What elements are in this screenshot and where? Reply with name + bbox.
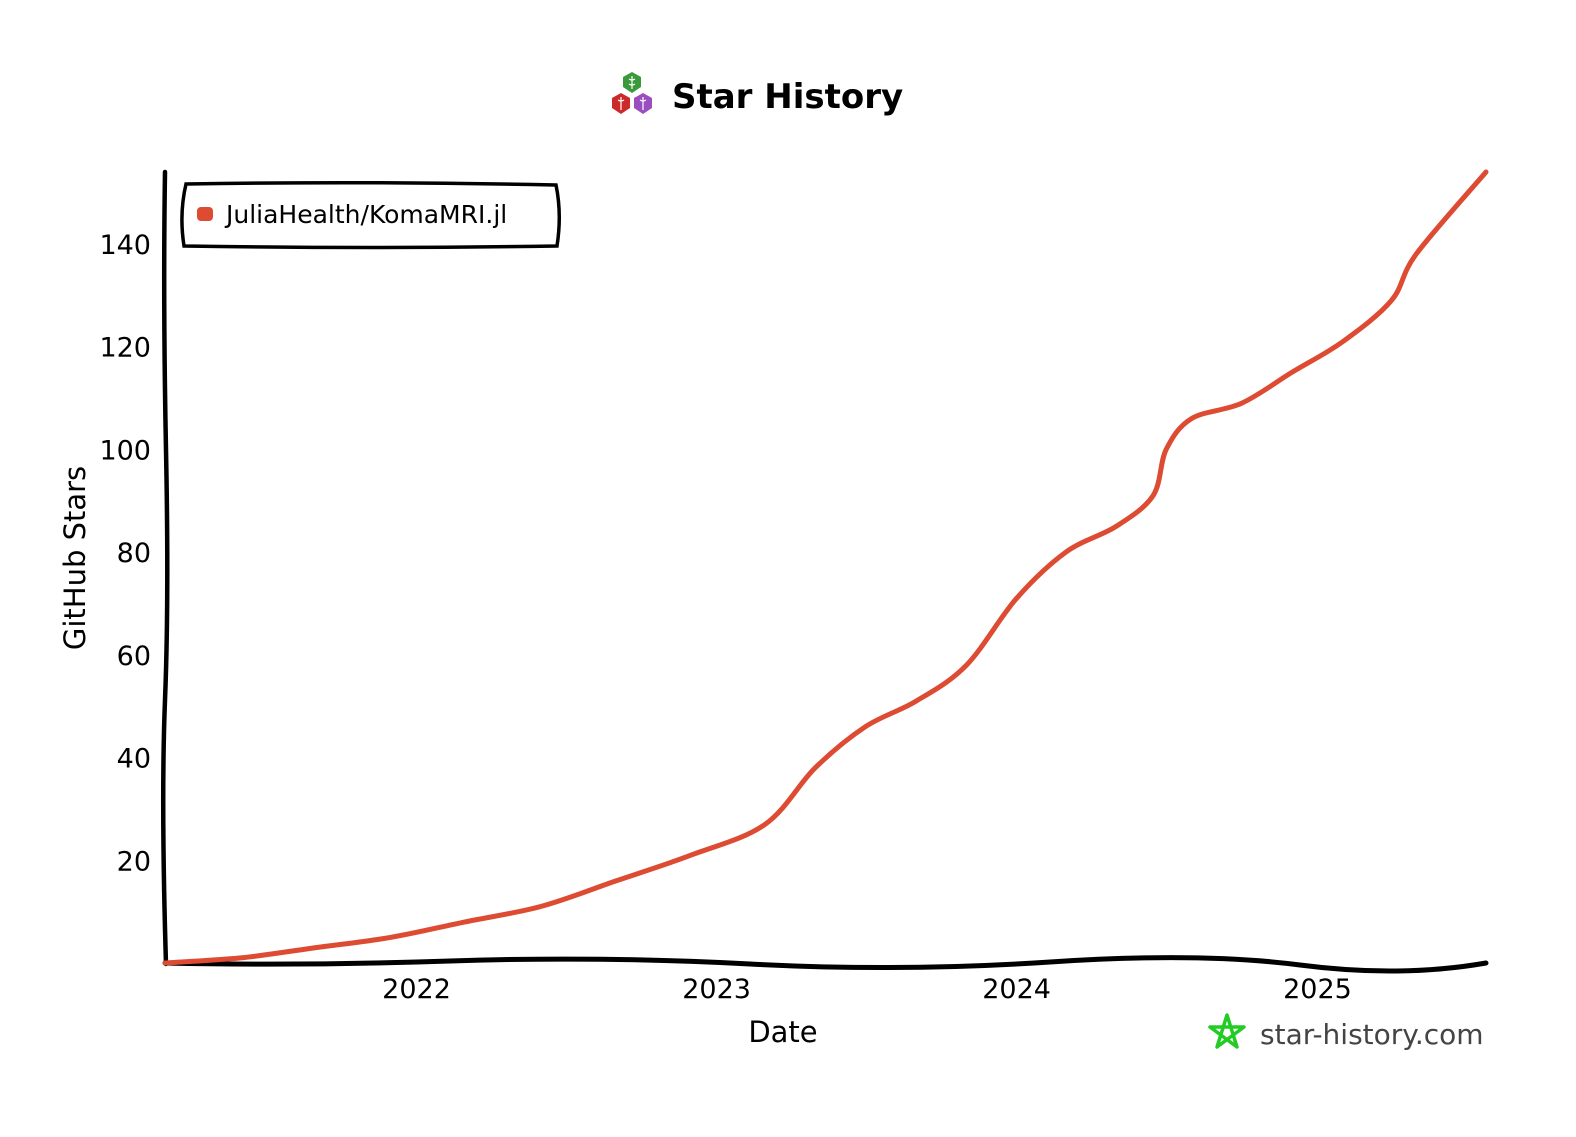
legend: JuliaHealth/KomaMRI.jl [180,180,561,250]
y-tick-label: 100 [99,435,151,466]
chart-header: Star History [612,72,903,117]
julia-health-logo-icon [612,72,652,114]
legend-item-label: JuliaHealth/KomaMRI.jl [224,200,507,229]
y-tick-label: 80 [117,538,151,569]
chart-title: Star History [672,77,903,117]
watermark-text[interactable]: star-history.com [1260,1018,1484,1051]
x-axis-title: Date [748,1015,817,1049]
x-tick-label: 2025 [1283,974,1352,1005]
series-line [162,169,1489,966]
y-tick-label: 40 [117,744,151,775]
x-tick-label: 2023 [682,974,751,1005]
y-tick-label: 20 [117,846,151,877]
watermark[interactable]: star-history.com [1208,1013,1484,1051]
y-tick-label: 140 [99,230,151,261]
legend-swatch [197,207,213,221]
y-tick-label: 60 [117,641,151,672]
series-lines [162,169,1489,966]
y-axis-line [160,169,170,967]
x-tick-label: 2022 [382,974,451,1005]
y-axis-ticks: 20 40 60 80 100 120 140 [99,230,151,877]
x-axis-ticks: 2022 2023 2024 2025 [382,974,1352,1005]
legend-box [180,180,561,250]
star-outline-icon [1208,1013,1246,1049]
y-axis-title: GitHub Stars [58,466,92,650]
y-tick-label: 120 [99,333,151,364]
x-tick-label: 2024 [982,974,1051,1005]
x-axis-line [162,955,1489,974]
